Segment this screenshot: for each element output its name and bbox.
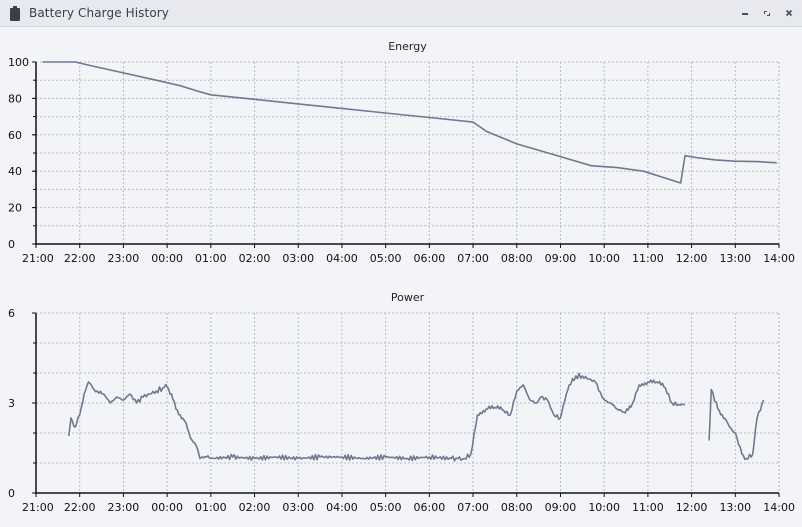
y-tick-label: 6	[8, 307, 15, 320]
x-tick-label: 07:00	[457, 501, 489, 514]
series-line-segment	[210, 453, 465, 462]
x-tick-label: 00:00	[151, 252, 183, 265]
y-tick-label: 60	[8, 129, 22, 142]
x-tick-label: 00:00	[151, 501, 183, 514]
x-tick-label: 09:00	[545, 501, 577, 514]
x-tick-label: 06:00	[414, 501, 446, 514]
x-tick-label: 22:00	[64, 501, 96, 514]
x-tick-label: 22:00	[64, 252, 96, 265]
x-tick-label: 01:00	[195, 252, 227, 265]
x-tick-label: 13:00	[719, 252, 751, 265]
x-tick-label: 13:00	[719, 501, 751, 514]
x-tick-label: 12:00	[676, 501, 708, 514]
chart-title: Power	[391, 291, 425, 304]
x-tick-label: 12:00	[676, 252, 708, 265]
x-tick-label: 21:00	[22, 501, 54, 514]
x-tick-label: 03:00	[282, 501, 314, 514]
x-tick-label: 05:00	[370, 252, 402, 265]
x-tick-label: 07:00	[457, 252, 489, 265]
x-tick-label: 08:00	[501, 501, 533, 514]
y-tick-label: 20	[8, 202, 22, 215]
x-tick-label: 02:00	[239, 501, 271, 514]
x-tick-label: 10:00	[588, 501, 620, 514]
x-tick-label: 02:00	[239, 252, 271, 265]
x-tick-label: 21:00	[22, 252, 54, 265]
series-line-segment	[42, 61, 777, 184]
series-line-segment	[464, 372, 686, 460]
x-tick-label: 14:00	[763, 252, 795, 265]
y-tick-label: 100	[8, 56, 29, 69]
x-tick-label: 11:00	[632, 252, 664, 265]
x-tick-label: 14:00	[763, 501, 795, 514]
x-tick-label: 03:00	[282, 252, 314, 265]
y-tick-label: 3	[8, 397, 15, 410]
x-tick-label: 11:00	[632, 501, 664, 514]
x-tick-label: 23:00	[108, 252, 140, 265]
power-chart: Power 21:00 22:00 23:00 00:00 01:00 02:00 03:00…	[8, 291, 795, 514]
battery-icon	[10, 6, 20, 21]
x-tick-label: 09:00	[545, 252, 577, 265]
y-tick-label: 40	[8, 165, 22, 178]
y-tick-label: 80	[8, 92, 22, 105]
series-line-segment	[708, 388, 765, 461]
restore-icon[interactable]	[760, 6, 774, 20]
x-tick-label: 05:00	[370, 501, 402, 514]
minimize-icon[interactable]	[738, 6, 752, 20]
series-line-segment	[68, 381, 212, 460]
close-icon[interactable]	[782, 6, 796, 20]
title-bar[interactable]: Battery Charge History	[0, 0, 802, 27]
x-tick-label: 10:00	[588, 252, 620, 265]
window-title: Battery Charge History	[29, 6, 169, 20]
x-tick-label: 04:00	[326, 501, 358, 514]
x-tick-label: 23:00	[108, 501, 140, 514]
y-tick-label: 0	[8, 487, 15, 500]
x-tick-label: 08:00	[501, 252, 533, 265]
x-tick-label: 01:00	[195, 501, 227, 514]
y-tick-label: 0	[8, 238, 15, 251]
x-tick-label: 06:00	[414, 252, 446, 265]
chart-title: Energy	[388, 40, 427, 53]
x-tick-label: 04:00	[326, 252, 358, 265]
energy-chart: Energy 21:00 22:00 23:00 00:00 01:00 02:00 03:0…	[8, 40, 795, 265]
